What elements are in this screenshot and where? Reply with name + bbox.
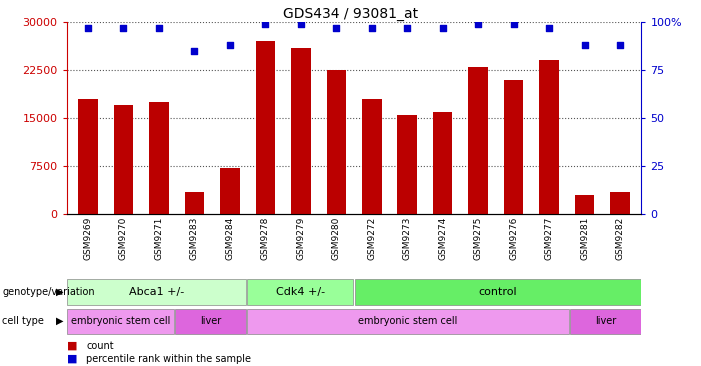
Bar	[327, 70, 346, 214]
Bar	[247, 309, 569, 334]
Point	[259, 21, 271, 27]
Point	[402, 25, 413, 31]
Text: GDS434 / 93081_at: GDS434 / 93081_at	[283, 7, 418, 21]
Point	[82, 25, 93, 31]
Bar	[78, 99, 97, 214]
Text: liver: liver	[595, 316, 616, 326]
Bar	[571, 309, 641, 334]
Bar	[397, 115, 417, 214]
Text: ■: ■	[67, 341, 77, 351]
Text: genotype/variation: genotype/variation	[2, 287, 95, 297]
Point	[543, 25, 554, 31]
Bar	[433, 112, 452, 214]
Bar	[184, 192, 204, 214]
Text: control: control	[478, 287, 517, 297]
Point	[508, 21, 519, 27]
Point	[366, 25, 377, 31]
Point	[295, 21, 306, 27]
Bar	[67, 279, 245, 305]
Bar	[291, 48, 311, 214]
Bar	[220, 168, 240, 214]
Text: cell type: cell type	[2, 316, 44, 326]
Bar	[175, 309, 245, 334]
Point	[224, 42, 236, 48]
Point	[615, 42, 626, 48]
Point	[579, 42, 590, 48]
Text: Abca1 +/-: Abca1 +/-	[129, 287, 184, 297]
Bar	[362, 99, 381, 214]
Bar	[256, 41, 275, 214]
Text: ▶: ▶	[55, 287, 63, 297]
Point	[331, 25, 342, 31]
Text: ■: ■	[67, 354, 77, 364]
Bar	[247, 279, 353, 305]
Bar	[611, 192, 630, 214]
Point	[118, 25, 129, 31]
Text: percentile rank within the sample: percentile rank within the sample	[86, 354, 251, 364]
Point	[189, 48, 200, 54]
Point	[437, 25, 449, 31]
Text: ▶: ▶	[55, 316, 63, 326]
Bar	[504, 80, 524, 214]
Text: count: count	[86, 341, 114, 351]
Bar	[355, 279, 641, 305]
Bar	[468, 67, 488, 214]
Text: liver: liver	[200, 316, 221, 326]
Bar	[67, 309, 174, 334]
Point	[472, 21, 484, 27]
Text: Cdk4 +/-: Cdk4 +/-	[275, 287, 325, 297]
Bar	[149, 102, 169, 214]
Text: embryonic stem cell: embryonic stem cell	[358, 316, 458, 326]
Text: embryonic stem cell: embryonic stem cell	[71, 316, 170, 326]
Bar	[575, 195, 594, 214]
Bar	[114, 105, 133, 214]
Bar	[539, 60, 559, 214]
Point	[154, 25, 165, 31]
